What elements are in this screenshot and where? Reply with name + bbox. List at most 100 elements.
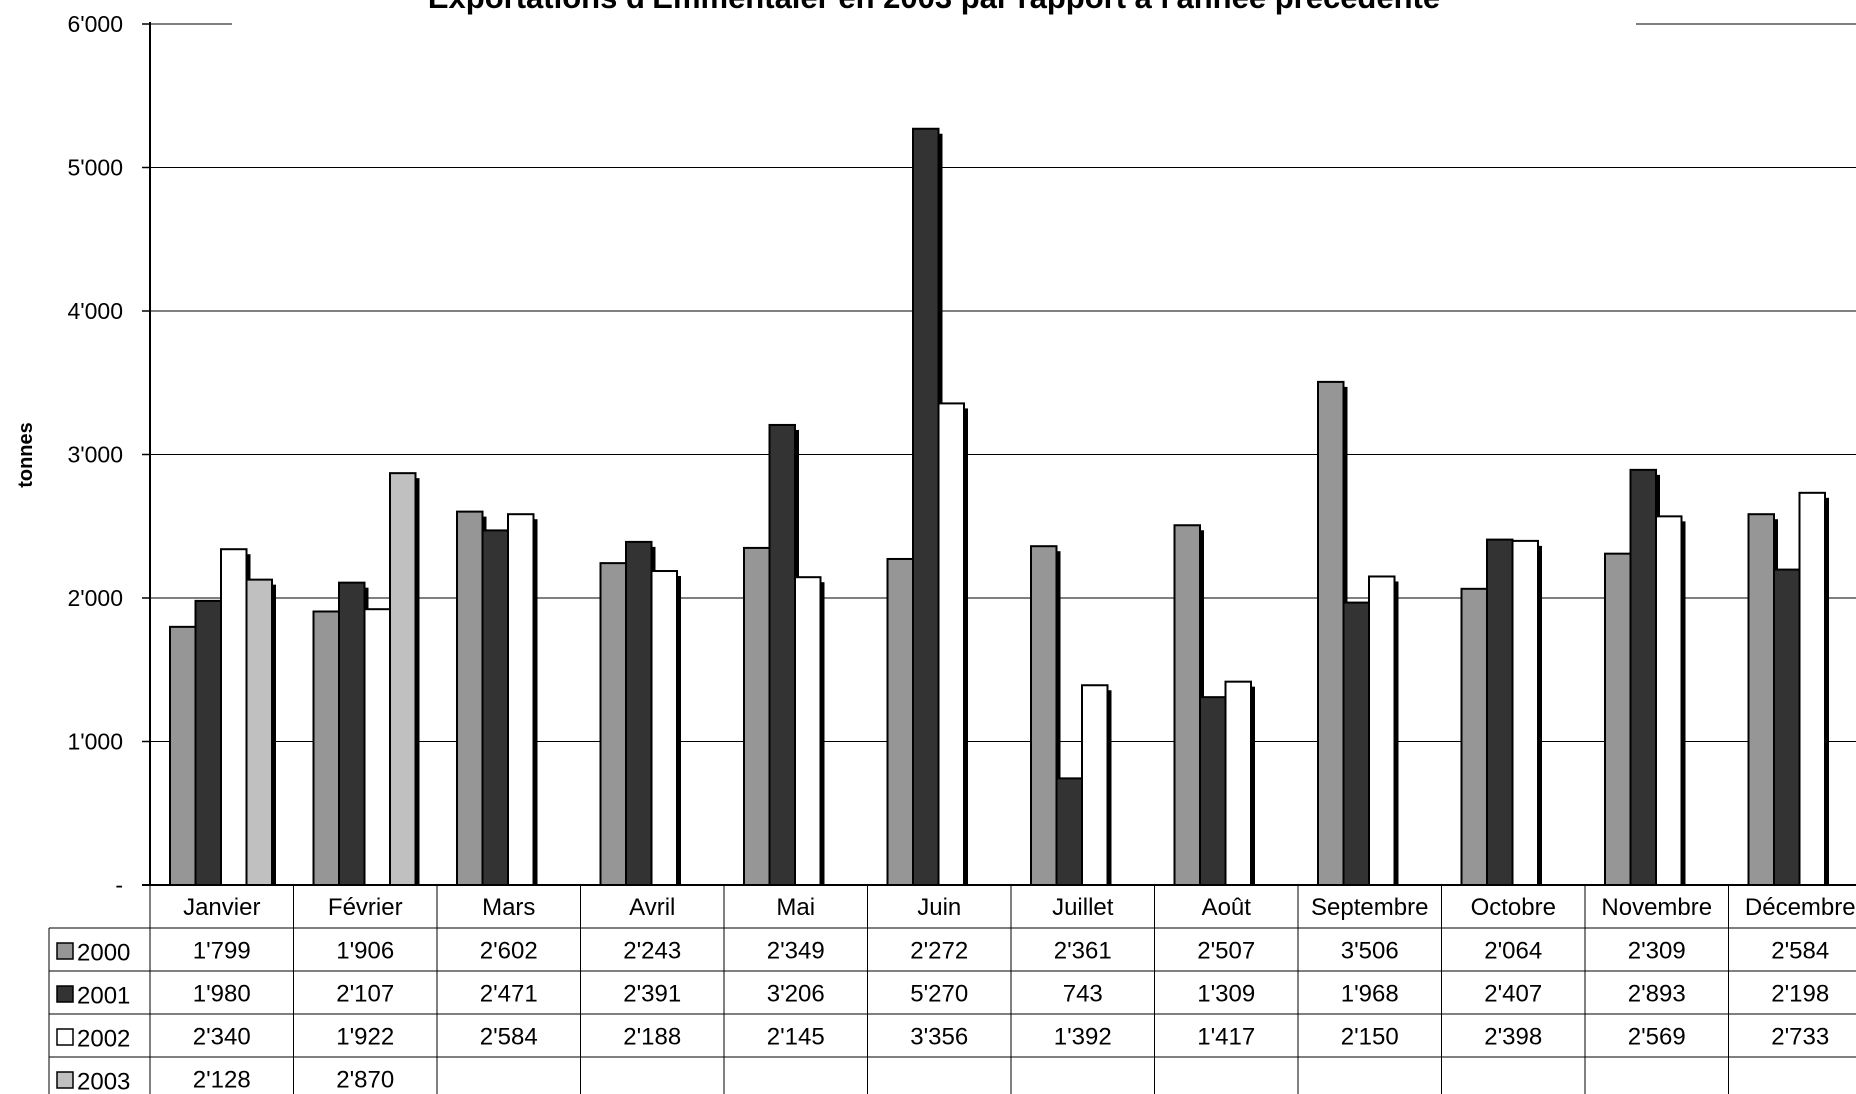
y-tick-label: 2'000	[67, 585, 123, 611]
bar-2002-4	[794, 576, 822, 886]
x-category-label: Mars	[482, 894, 535, 921]
bar-2002-5	[937, 402, 965, 886]
x-category-label: Avril	[629, 894, 675, 921]
bar-2002-2	[507, 513, 535, 886]
table-cell: 1'922	[336, 1024, 394, 1051]
table-cell: 2'391	[623, 981, 681, 1008]
bar-2000-4	[743, 546, 771, 887]
bar-2001-8	[1342, 601, 1370, 886]
table-cell: 2'361	[1054, 938, 1112, 965]
bar-2002-3	[650, 570, 678, 886]
table-cell: 2'272	[910, 938, 968, 965]
bar-2001-0	[194, 599, 222, 886]
table-cell: 3'206	[767, 981, 825, 1008]
bar-2002-8	[1368, 575, 1396, 886]
legend-swatch-2003	[56, 1071, 74, 1089]
table-cell: 2'398	[1484, 1024, 1542, 1051]
y-tick-label: 3'000	[67, 442, 123, 468]
table-cell: 2'733	[1771, 1024, 1829, 1051]
table-cell: 2'569	[1628, 1024, 1686, 1051]
bar-2000-5	[886, 557, 914, 887]
table-cell: 2'870	[336, 1067, 394, 1094]
table-cell: 2'584	[480, 1024, 538, 1051]
bar-2001-5	[912, 127, 940, 886]
table-cell: 2'243	[623, 938, 681, 965]
table-cell: 743	[1063, 981, 1103, 1008]
bar-2000-10	[1604, 552, 1632, 886]
bar-2000-8	[1317, 380, 1345, 886]
table-cell: 5'270	[910, 981, 968, 1008]
table-cell: 2'198	[1771, 981, 1829, 1008]
table-cell: 1'906	[336, 938, 394, 965]
bar-2000-7	[1173, 524, 1201, 886]
title-background	[232, 0, 1636, 34]
x-category-label: Août	[1202, 894, 1252, 921]
bar-2000-9	[1460, 587, 1488, 886]
table-cell: 1'392	[1054, 1024, 1112, 1051]
bar-2003-1	[389, 472, 417, 886]
bar-2001-9	[1486, 538, 1514, 887]
x-category-label: Décembre	[1745, 894, 1856, 921]
legend-label-2002: 2002	[77, 1026, 130, 1053]
titles: Exportations d'Emmentaler en 2003 par ra…	[15, 0, 1636, 488]
bar-2000-1	[312, 610, 340, 886]
bar-2002-10	[1655, 515, 1683, 886]
bar-2001-2	[481, 529, 509, 886]
x-category-label: Novembre	[1601, 894, 1712, 921]
bar-2002-9	[1511, 539, 1539, 887]
x-category-label: Février	[328, 894, 403, 921]
bar-2002-1	[363, 608, 391, 886]
x-category-label: Septembre	[1311, 894, 1428, 921]
bar-2001-1	[338, 581, 366, 886]
bar-2001-6	[1055, 777, 1083, 887]
x-category-label: Juin	[917, 894, 961, 921]
x-category-label: Octobre	[1471, 894, 1556, 921]
bar-2001-7	[1199, 696, 1227, 887]
y-tick-label: 6'000	[67, 11, 123, 37]
bar-2000-6	[1030, 545, 1058, 886]
legend-label-2000: 2000	[77, 940, 130, 967]
table-cell: 2'349	[767, 938, 825, 965]
table-cell: 2'507	[1197, 938, 1255, 965]
table-cell: 2'145	[767, 1024, 825, 1051]
legend-swatch-2000	[56, 942, 74, 960]
table-cell: 1'980	[193, 981, 251, 1008]
y-axis-label: tonnes	[15, 422, 37, 488]
legend-swatch-2002	[56, 1028, 74, 1046]
table-cell: 2'150	[1341, 1024, 1399, 1051]
bar-2000-0	[169, 625, 197, 886]
x-category-label: Juillet	[1052, 894, 1114, 921]
data-table: Janvier Février Mars Avril Mai Juin Juillet Aoû…	[48, 885, 1856, 1094]
table-cell: 2'107	[336, 981, 394, 1008]
table-cell: 3'356	[910, 1024, 968, 1051]
y-tick-label: -	[115, 872, 123, 898]
legend-label-2003: 2003	[77, 1069, 130, 1094]
bar-2001-11	[1773, 568, 1801, 886]
table-cell: 1'799	[193, 938, 251, 965]
bar-2000-3	[599, 562, 627, 887]
table-cell: 2'602	[480, 938, 538, 965]
table-cell: 3'506	[1341, 938, 1399, 965]
bar-2002-7	[1224, 680, 1252, 887]
bar-2002-6	[1081, 684, 1109, 886]
table-cell: 2'064	[1484, 938, 1542, 965]
axes: - 1'000 2'000 3'000 4'000 5'000 6'000	[67, 11, 1856, 898]
table-cell: 1'968	[1341, 981, 1399, 1008]
bar-2002-11	[1798, 491, 1826, 886]
x-category-label: Janvier	[183, 894, 260, 921]
bar-2001-3	[625, 540, 653, 886]
bar-2000-2	[456, 510, 484, 886]
bar-2000-11	[1747, 513, 1775, 886]
bar-2003-0	[245, 578, 273, 887]
table-cell: 2'309	[1628, 938, 1686, 965]
table-cell: 2'471	[480, 981, 538, 1008]
bar-2001-4	[768, 423, 796, 886]
bar-2002-0	[220, 548, 248, 887]
chart-title: Exportations d'Emmentaler en 2003 par ra…	[428, 0, 1440, 15]
table-cell: 2'407	[1484, 981, 1542, 1008]
legend-label-2001: 2001	[77, 983, 130, 1010]
y-tick-label: 5'000	[67, 155, 123, 181]
table-cell: 2'128	[193, 1067, 251, 1094]
bars	[169, 127, 1829, 887]
bar-2001-10	[1629, 468, 1657, 886]
